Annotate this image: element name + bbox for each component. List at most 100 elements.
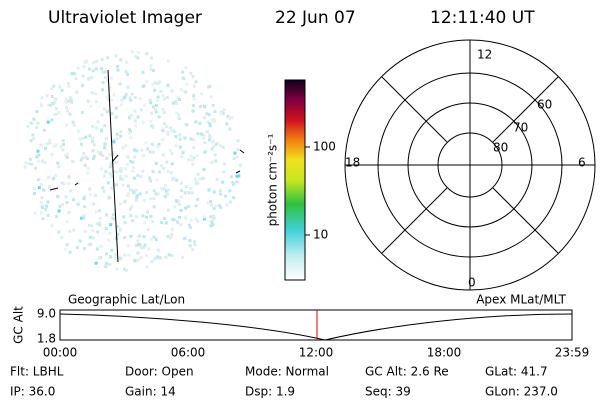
pixel (110, 248, 114, 252)
pixel (205, 112, 209, 116)
pixel (149, 238, 153, 242)
pixel (175, 178, 179, 182)
pixel (80, 110, 84, 114)
pixel (94, 210, 98, 214)
pixel (159, 89, 163, 93)
pixel (228, 189, 232, 193)
image-disk (23, 50, 245, 272)
pixel (90, 75, 94, 79)
pixel (208, 122, 212, 125)
pixel (207, 113, 211, 117)
pixel (37, 159, 41, 163)
pixel (160, 187, 164, 191)
pixel (76, 66, 80, 70)
pixel (123, 253, 127, 257)
pixel (166, 235, 170, 238)
pixel (64, 123, 68, 127)
pixel (126, 244, 130, 248)
pixel (45, 94, 49, 98)
pixel (154, 238, 158, 242)
pixel (135, 196, 139, 200)
pixel (163, 122, 167, 126)
pixel (115, 267, 119, 271)
pixel (218, 189, 222, 193)
pixel (112, 160, 116, 164)
pixel (118, 202, 122, 206)
time: 12:11:40 UT (430, 8, 535, 28)
pixel (93, 154, 97, 158)
orbit-x-tick: 00:00 (43, 346, 78, 360)
pixel (221, 180, 225, 184)
pixel (68, 112, 72, 116)
pixel (187, 205, 190, 208)
pixel (105, 252, 108, 256)
pixel (98, 223, 102, 227)
status-field: GLon: 237.0 (485, 385, 558, 399)
pixel (26, 125, 30, 129)
pixel (103, 70, 107, 74)
pixel (126, 72, 130, 76)
pixel (198, 177, 202, 181)
pixel (34, 166, 38, 170)
pixel (88, 223, 91, 227)
pixel (70, 72, 74, 76)
pixel (137, 243, 140, 246)
pixel (136, 239, 140, 243)
pixel (153, 257, 157, 261)
pixel (164, 189, 168, 193)
pixel (57, 209, 61, 213)
pixel (123, 221, 127, 225)
pixel (202, 133, 206, 137)
pixel (124, 93, 128, 97)
pixel (137, 234, 141, 238)
pixel (230, 175, 234, 179)
pixel (136, 56, 140, 60)
pixel (37, 153, 41, 157)
pixel (191, 75, 195, 78)
orbit-frame (59, 309, 573, 341)
pixel (108, 172, 112, 176)
orbit-x-tick: 18:00 (427, 346, 462, 360)
pixel (112, 213, 116, 217)
pixel (104, 227, 108, 230)
pixel (165, 160, 169, 164)
pixel (164, 183, 167, 187)
pixel (67, 210, 71, 214)
pixel (106, 181, 110, 185)
pixel (100, 58, 104, 61)
pixel (200, 132, 204, 136)
pixel (59, 235, 63, 239)
pixel (70, 100, 74, 104)
pixel (84, 155, 88, 159)
pixel (195, 154, 199, 157)
pixel (143, 221, 147, 225)
pixel (82, 214, 86, 217)
pixel (80, 84, 84, 88)
pixel (166, 59, 170, 63)
pixel (123, 236, 127, 240)
pixel (146, 228, 150, 232)
pixel (191, 109, 195, 113)
pixel (86, 77, 90, 81)
pixel (153, 81, 157, 85)
pixel (133, 259, 137, 263)
pixel (146, 210, 150, 214)
pixel (118, 227, 122, 231)
pixel (96, 230, 100, 234)
pixel (103, 124, 107, 128)
pixel (214, 142, 218, 146)
pixel (136, 173, 140, 177)
pixel (142, 198, 146, 202)
pixel (152, 205, 156, 209)
pixel (115, 170, 119, 174)
pixel (129, 136, 133, 140)
pixel (199, 105, 203, 108)
pixel (175, 199, 178, 203)
pixel (28, 157, 32, 161)
pixel (114, 106, 118, 110)
pixel (210, 147, 214, 151)
pixel (155, 255, 159, 259)
pixel (156, 95, 160, 99)
pixel (171, 176, 175, 180)
pixel (100, 167, 103, 171)
